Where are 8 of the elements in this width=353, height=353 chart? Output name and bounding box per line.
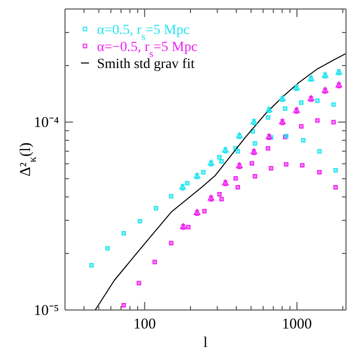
x-axis-title: l xyxy=(203,335,208,351)
x-tick-label: 1000 xyxy=(282,316,312,333)
x-tick-label: 100 xyxy=(133,316,156,333)
y-tick-label: 10⁻⁵ xyxy=(34,302,59,319)
legend-label: α=0.5, r$_{s}$=5 Mpc xyxy=(97,23,190,42)
y-tick-label: 10⁻⁴ xyxy=(34,114,59,131)
legend-label: α=−0.5, r$_{s}$=5 Mpc xyxy=(97,40,198,60)
legend-label: Smith std grav fit xyxy=(97,57,195,72)
